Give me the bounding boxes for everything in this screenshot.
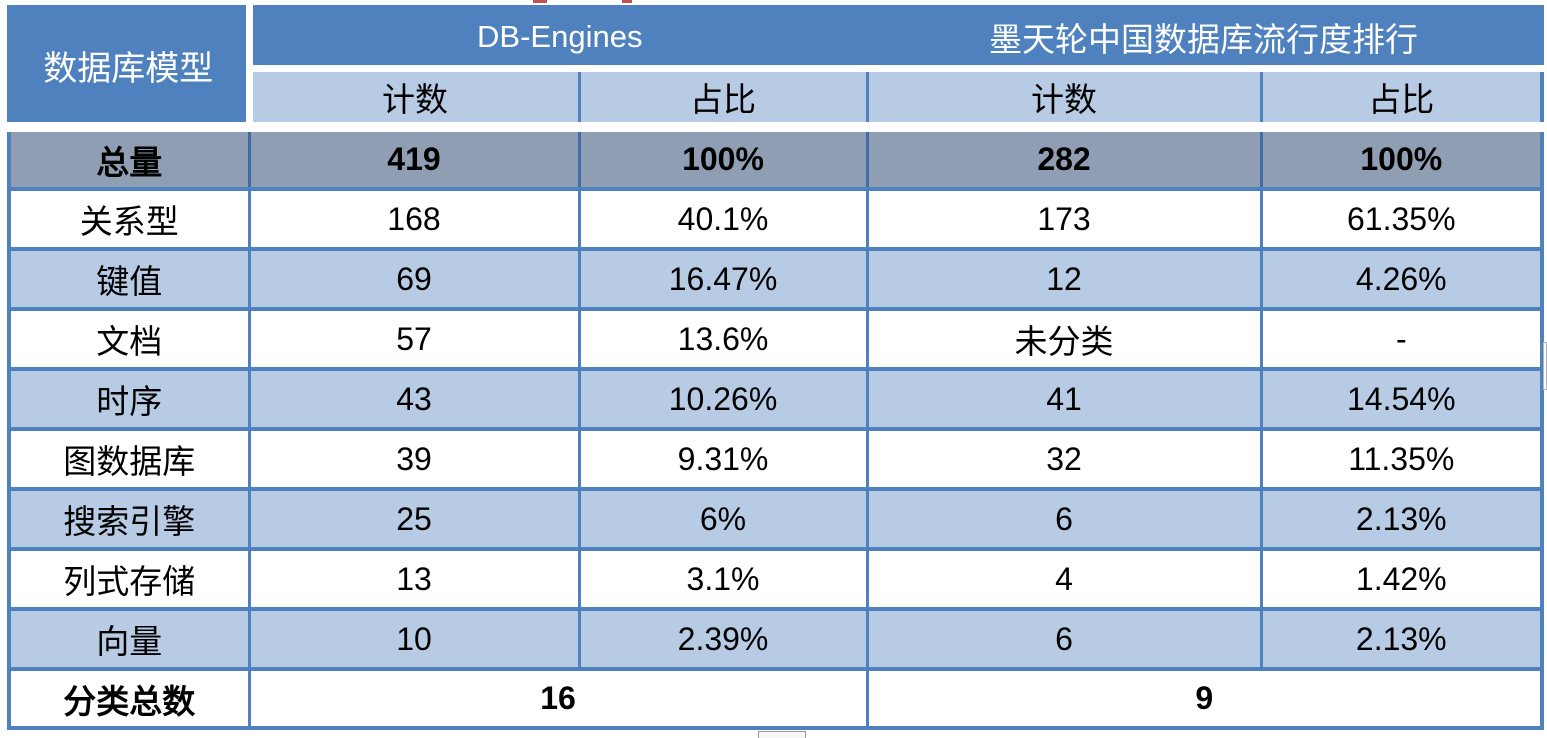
cell-value: 14.54% bbox=[1259, 367, 1544, 431]
col-header-motianlun-count: 计数 bbox=[865, 65, 1263, 132]
summary-row: 分类总数 16 9 bbox=[7, 667, 1544, 730]
cropped-red-text-fragment-left bbox=[533, 0, 547, 3]
cell-value: 32 bbox=[865, 427, 1263, 491]
total-db-engines-share: 100% bbox=[577, 122, 869, 191]
cell-value: 41 bbox=[865, 367, 1263, 431]
cell-value: 未分类 bbox=[865, 307, 1263, 371]
table-row: 向量 10 2.39% 6 2.13% bbox=[7, 607, 1544, 671]
cell-value: 25 bbox=[247, 487, 581, 551]
cropped-red-text-fragment-right bbox=[622, 0, 632, 3]
summary-db-engines-categories: 16 bbox=[247, 667, 869, 730]
cell-value: 173 bbox=[865, 187, 1263, 251]
cell-value: 6 bbox=[865, 487, 1263, 551]
total-row: 总量 419 100% 282 100% bbox=[7, 122, 1544, 191]
table-row: 文档 57 13.6% 未分类 - bbox=[7, 307, 1544, 371]
cell-value: 3.1% bbox=[577, 547, 869, 611]
row-label: 文档 bbox=[7, 307, 251, 371]
cell-value: 10 bbox=[247, 607, 581, 671]
cell-value: 9.31% bbox=[577, 427, 869, 491]
sub-header-row: 计数 占比 计数 占比 bbox=[9, 65, 1544, 132]
col-header-db-engines-share: 占比 bbox=[577, 65, 869, 132]
cell-value: 2.13% bbox=[1259, 607, 1544, 671]
table-row: 时序 43 10.26% 41 14.54% bbox=[7, 367, 1544, 431]
database-model-comparison-table: 数据库模型 DB-Engines 墨天轮中国数据库流行度排行 计数 占比 计数 … bbox=[7, 5, 1545, 730]
cell-value: 61.35% bbox=[1259, 187, 1544, 251]
cell-value: 40.1% bbox=[577, 187, 869, 251]
cell-value: 10.26% bbox=[577, 367, 869, 431]
cell-value: 6% bbox=[577, 487, 869, 551]
cell-value: 12 bbox=[865, 247, 1263, 311]
cell-value: 16.47% bbox=[577, 247, 869, 311]
total-db-engines-count: 419 bbox=[247, 122, 581, 191]
cropped-scrollbar-fragment-bottom[interactable] bbox=[758, 731, 806, 738]
group-header-row: 数据库模型 DB-Engines 墨天轮中国数据库流行度排行 bbox=[7, 7, 1543, 132]
cell-value: 13 bbox=[247, 547, 581, 611]
table-body: 总量 419 100% 282 100% 关系型 168 40.1% 173 61.35… bbox=[7, 122, 1544, 730]
row-label: 向量 bbox=[7, 607, 251, 671]
row-label: 键值 bbox=[7, 247, 251, 311]
cell-value: 11.35% bbox=[1259, 427, 1544, 491]
table-row: 键值 69 16.47% 12 4.26% bbox=[7, 247, 1544, 311]
cell-value: 1.42% bbox=[1259, 547, 1544, 611]
table-row: 搜索引擎 25 6% 6 2.13% bbox=[7, 487, 1544, 551]
group-header-motianlun-ranking: 墨天轮中国数据库流行度排行 bbox=[867, 7, 1543, 72]
total-motianlun-count: 282 bbox=[865, 122, 1263, 191]
group-header-db-engines: DB-Engines bbox=[249, 7, 868, 72]
cell-value: 43 bbox=[247, 367, 581, 431]
total-motianlun-share: 100% bbox=[1259, 122, 1544, 191]
cell-value: 2.13% bbox=[1259, 487, 1544, 551]
cell-value: 4.26% bbox=[1259, 247, 1544, 311]
row-label: 搜索引擎 bbox=[7, 487, 251, 551]
table-header: 数据库模型 DB-Engines 墨天轮中国数据库流行度排行 计数 占比 计数 … bbox=[7, 7, 1544, 132]
row-label: 列式存储 bbox=[7, 547, 251, 611]
cell-value: - bbox=[1259, 307, 1544, 371]
row-label: 图数据库 bbox=[7, 427, 251, 491]
cell-value: 168 bbox=[247, 187, 581, 251]
cell-value: 57 bbox=[247, 307, 581, 371]
cell-value: 4 bbox=[865, 547, 1263, 611]
cell-value: 2.39% bbox=[577, 607, 869, 671]
table-row: 列式存储 13 3.1% 4 1.42% bbox=[7, 547, 1544, 611]
col-header-db-engines-count: 计数 bbox=[247, 65, 581, 132]
summary-motianlun-categories: 9 bbox=[865, 667, 1544, 730]
cell-value: 6 bbox=[865, 607, 1263, 671]
corner-header-database-model: 数据库模型 bbox=[7, 7, 253, 132]
cell-value: 39 bbox=[247, 427, 581, 491]
row-label: 关系型 bbox=[7, 187, 251, 251]
row-label: 时序 bbox=[7, 367, 251, 431]
table-frame: 数据库模型 DB-Engines 墨天轮中国数据库流行度排行 计数 占比 计数 … bbox=[7, 5, 1545, 730]
table-row: 关系型 168 40.1% 173 61.35% bbox=[7, 187, 1544, 251]
cell-value: 13.6% bbox=[577, 307, 869, 371]
row-label-category-total: 分类总数 bbox=[7, 667, 251, 730]
col-header-motianlun-share: 占比 bbox=[1259, 65, 1544, 132]
scrollbar-thumb-fragment-right[interactable] bbox=[1543, 342, 1547, 390]
table-row: 图数据库 39 9.31% 32 11.35% bbox=[7, 427, 1544, 491]
cell-value: 69 bbox=[247, 247, 581, 311]
row-label-total: 总量 bbox=[7, 122, 251, 191]
